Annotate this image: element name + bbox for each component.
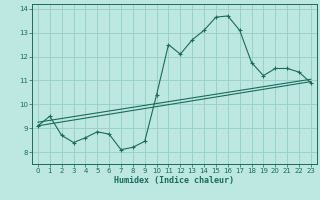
X-axis label: Humidex (Indice chaleur): Humidex (Indice chaleur) bbox=[115, 176, 234, 185]
